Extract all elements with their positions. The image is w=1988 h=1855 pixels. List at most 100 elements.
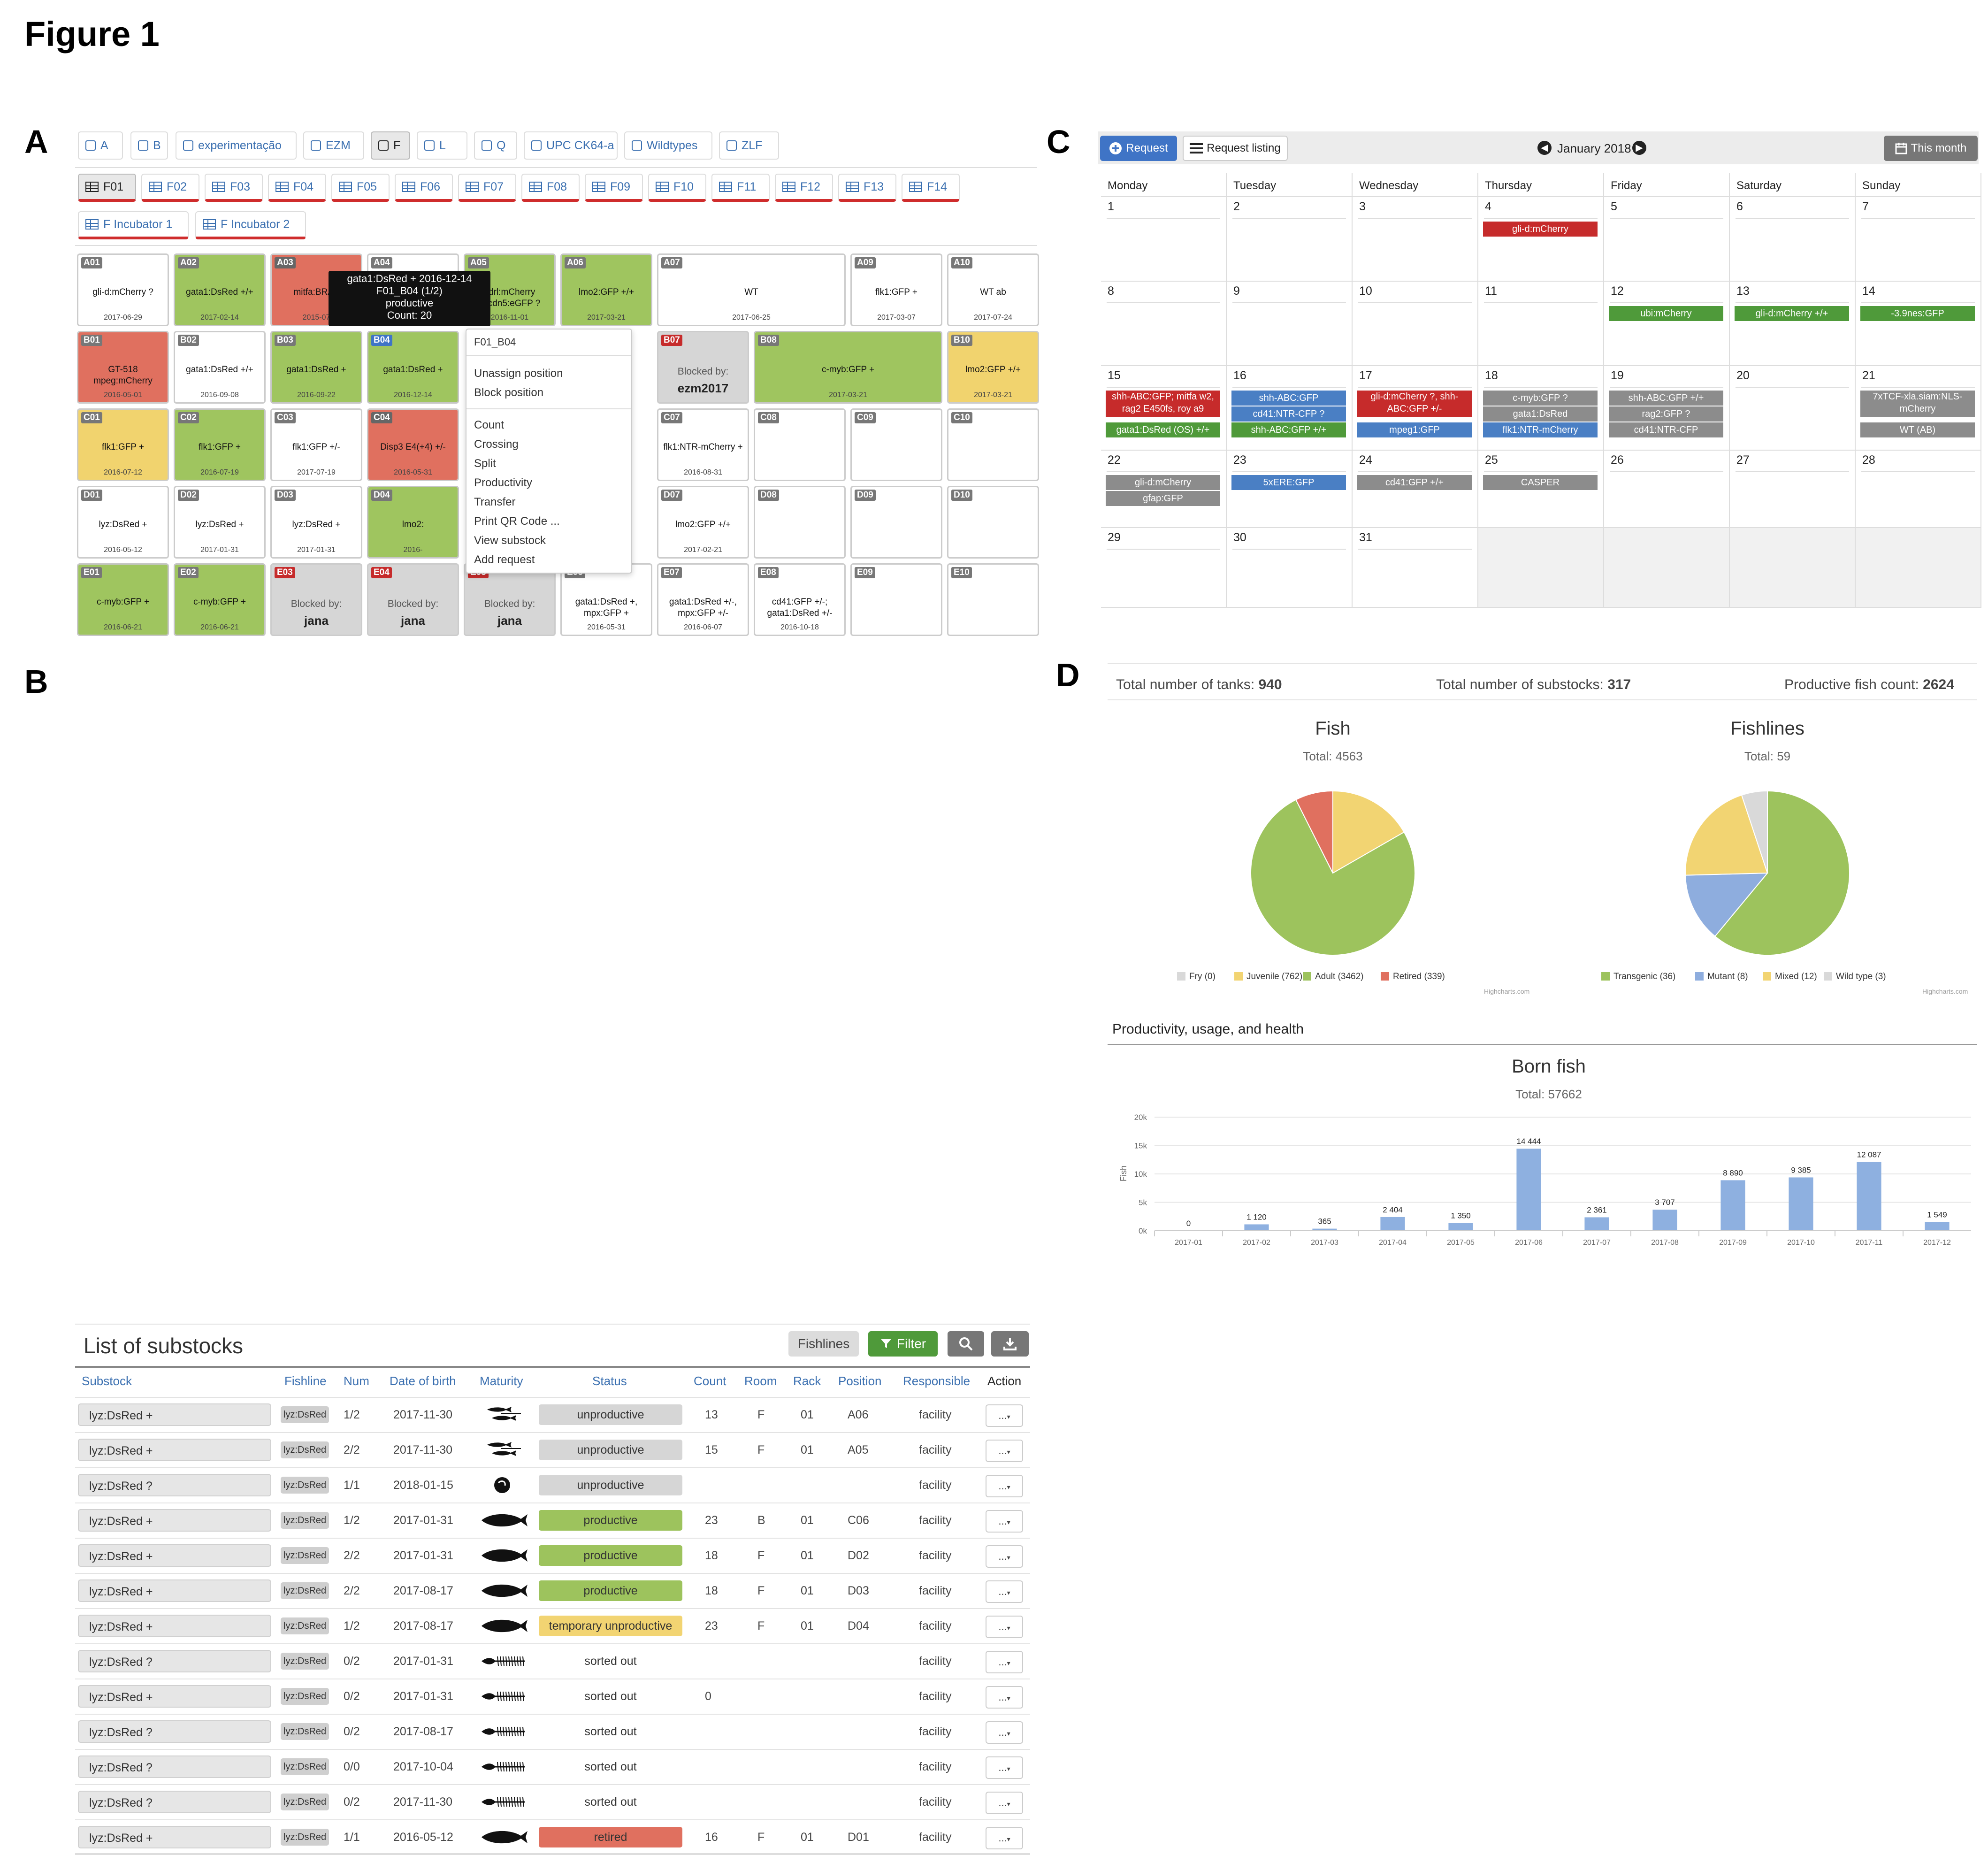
legend-item[interactable]: Transgenic (36) [1601,972,1675,982]
calendar-day-cell[interactable]: 28 [1856,451,1981,528]
fishlines-button[interactable]: Fishlines [788,1331,859,1357]
action-dropdown-button[interactable]: ...▾ [986,1827,1023,1849]
calendar-day-cell[interactable] [1478,528,1604,608]
tank-cell[interactable]: B02 gata1:DsRed +/+ 2016-09-08 [174,331,266,404]
calendar-event[interactable]: gfap:GFP [1106,491,1220,506]
room-tab[interactable]: UPC CK64-a [524,131,618,160]
calendar-event[interactable]: c-myb:GFP ? [1483,391,1598,406]
room-tab[interactable]: Wildtypes [624,131,712,160]
rack-tab[interactable]: F04 [268,174,326,202]
action-dropdown-button[interactable]: ...▾ [986,1651,1023,1673]
table-row[interactable]: lyz:DsRed + lyz:DsRed 1/2 2017-08-17 tempora… [75,1608,1030,1642]
pie-slice[interactable] [1295,790,1333,874]
tank-cell[interactable]: E05Blocked by:jana [464,563,556,636]
tank-cell[interactable]: C04 Disp3 E4(+4) +/- 2016-05-31 [367,408,459,481]
search-button[interactable] [948,1331,984,1357]
tank-cell[interactable]: D08 [754,486,846,559]
tank-cell[interactable]: D07 lmo2:GFP +/+ 2017-02-21 [657,486,749,559]
next-month-button[interactable]: ▶ [1632,141,1646,155]
tank-cell[interactable]: E10 [947,563,1039,636]
context-menu-item[interactable]: Productivity [474,476,533,489]
legend-item[interactable]: Adult (3462) [1303,972,1364,982]
legend-item[interactable]: Juvenile (762) [1234,972,1302,982]
calendar-event[interactable]: cd41:NTR-CFP [1609,422,1723,437]
calendar-event[interactable]: gli-d:mCherry [1483,222,1598,237]
table-row[interactable]: lyz:DsRed ? lyz:DsRed 0/2 2017-11-30 sorted … [75,1784,1030,1818]
tank-cell[interactable]: A09 flk1:GFP + 2017-03-07 [850,253,942,326]
prev-month-button[interactable]: ◀ [1537,141,1552,155]
table-row[interactable]: lyz:DsRed ? lyz:DsRed 0/2 2017-01-31 sorted … [75,1643,1030,1677]
substock-name[interactable]: lyz:DsRed + [78,1685,271,1708]
tank-cell[interactable]: A06 lmo2:GFP +/+ 2017-03-21 [560,253,652,326]
context-menu-item[interactable]: Add request [474,553,535,566]
tank-cell[interactable]: C07 flk1:NTR-mCherry + 2016-08-31 [657,408,749,481]
column-header[interactable]: Maturity [480,1374,523,1388]
fishline-badge[interactable]: lyz:DsRed [281,1688,329,1705]
tank-cell[interactable]: A02 gata1:DsRed +/+ 2017-02-14 [174,253,266,326]
rack-tab[interactable]: F08 [521,174,580,202]
room-tab[interactable]: B [130,131,168,160]
substock-name[interactable]: lyz:DsRed + [78,1544,271,1567]
substock-name[interactable]: lyz:DsRed + [78,1509,271,1532]
bar[interactable] [1789,1177,1813,1231]
bar[interactable] [1584,1217,1609,1231]
pie-slice[interactable] [1250,799,1415,956]
room-tab[interactable]: Q [474,131,517,160]
fishline-badge[interactable]: lyz:DsRed [281,1512,329,1529]
pie-slice[interactable] [1714,790,1850,956]
bar[interactable] [1244,1224,1269,1231]
context-menu-item[interactable]: Print QR Code ... [474,515,560,528]
bar[interactable] [1652,1210,1677,1231]
context-menu-item[interactable]: Unassign position [474,367,563,380]
action-dropdown-button[interactable]: ...▾ [986,1510,1023,1533]
column-header[interactable]: Action [987,1374,1022,1388]
substock-name[interactable]: lyz:DsRed ? [78,1650,271,1672]
action-dropdown-button[interactable]: ...▾ [986,1792,1023,1814]
calendar-day-cell[interactable]: 5 [1604,197,1730,282]
table-row[interactable]: lyz:DsRed + lyz:DsRed 2/2 2017-01-31 product… [75,1538,1030,1571]
room-tab[interactable]: L [417,131,467,160]
action-dropdown-button[interactable]: ...▾ [986,1545,1023,1568]
rack-tab[interactable]: F01 [78,174,136,202]
calendar-day-cell[interactable]: 13 [1730,282,1856,366]
legend-item[interactable]: Mutant (8) [1695,972,1748,982]
column-header[interactable]: Date of birth [390,1374,456,1388]
room-tab[interactable]: F [371,131,410,160]
tank-cell[interactable]: C03 flk1:GFP +/- 2017-07-19 [270,408,362,481]
calendar-day-cell[interactable]: 4 [1478,197,1604,282]
legend-item[interactable]: Mixed (12) [1763,972,1817,982]
column-header[interactable]: Substock [82,1374,132,1388]
calendar-day-cell[interactable]: 1 [1101,197,1227,282]
calendar-day-cell[interactable]: 12 [1604,282,1730,366]
context-menu-item[interactable]: Transfer [474,496,516,508]
fishline-badge[interactable]: lyz:DsRed [281,1794,329,1810]
table-row[interactable]: lyz:DsRed + lyz:DsRed 1/2 2017-01-31 product… [75,1502,1030,1536]
bar[interactable] [1925,1222,1950,1231]
calendar-event[interactable]: shh-ABC:GFP; mitfa w2, rag2 E450fs, roy … [1106,391,1220,417]
column-header[interactable]: Position [838,1374,882,1388]
tank-cell[interactable]: C01 flk1:GFP + 2016-07-12 [77,408,169,481]
calendar-day-cell[interactable]: 30 [1227,528,1353,608]
action-dropdown-button[interactable]: ...▾ [986,1756,1023,1779]
rack-tab[interactable]: F09 [585,174,643,202]
calendar-day-cell[interactable] [1730,528,1856,608]
calendar-event[interactable]: 5xERE:GFP [1231,475,1346,490]
pie-slice[interactable] [1685,794,1768,876]
bar[interactable] [1516,1149,1541,1231]
calendar-day-cell[interactable]: 8 [1101,282,1227,366]
calendar-event[interactable]: gli-d:mCherry [1106,475,1220,490]
table-row[interactable]: lyz:DsRed + lyz:DsRed 1/2 2017-11-30 unprodu… [75,1397,1030,1431]
rack-tab[interactable]: F13 [838,174,896,202]
tank-cell[interactable]: B01 GT-518 mpeg:mCherry 2016-05-01 [77,331,169,404]
this-month-button[interactable]: This month [1884,136,1978,161]
table-row[interactable]: lyz:DsRed + lyz:DsRed 1/1 2016-05-12 retired… [75,1819,1030,1853]
calendar-event[interactable]: shh-ABC:GFP +/+ [1231,422,1346,437]
calendar-day-cell[interactable] [1604,528,1730,608]
tank-cell[interactable]: E08 cd41:GFP +/-; gata1:DsRed +/- 2016-10-… [754,563,846,636]
substock-name[interactable]: lyz:DsRed + [78,1615,271,1637]
pie-slice[interactable] [1332,790,1405,874]
request-button[interactable]: Request [1100,136,1177,161]
bar[interactable] [1312,1228,1337,1231]
bar[interactable] [1380,1217,1405,1231]
incubator-tab[interactable]: F Incubator 2 [195,211,306,239]
